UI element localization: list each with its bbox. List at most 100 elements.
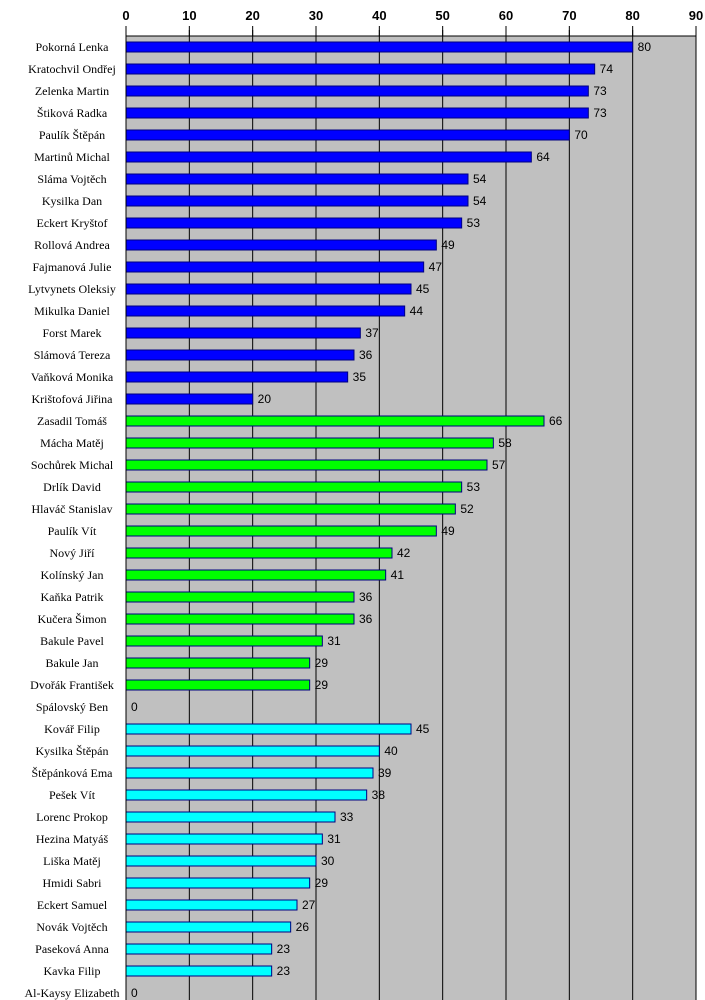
bar: [125, 393, 254, 405]
data-label: 80: [638, 40, 652, 54]
category-label: Rollová Andrea: [34, 238, 110, 252]
bar: [125, 877, 311, 889]
data-label: 49: [441, 238, 455, 252]
bar: [125, 767, 374, 779]
bar: [125, 899, 298, 911]
category-label: Hezina Matyáš: [36, 832, 109, 846]
category-label: Hmidi Sabri: [43, 876, 103, 890]
category-label: Liška Matěj: [43, 854, 101, 868]
category-label: Kysilka Dan: [42, 194, 102, 208]
data-label: 31: [327, 832, 341, 846]
category-label: Vaňková Monika: [31, 370, 114, 384]
category-label: Kolínský Jan: [41, 568, 104, 582]
bar: [125, 261, 425, 273]
category-label: Krištofová Jiřina: [32, 392, 114, 406]
category-label: Mikulka Daniel: [34, 304, 110, 318]
category-label: Slámová Tereza: [34, 348, 111, 362]
data-label: 45: [416, 282, 430, 296]
data-label: 29: [315, 678, 329, 692]
x-tick-label: 20: [245, 8, 259, 23]
category-label: Spálovský Ben: [36, 700, 108, 714]
data-label: 73: [593, 106, 607, 120]
data-label: 35: [353, 370, 367, 384]
bar: [125, 85, 589, 97]
bar: [125, 745, 380, 757]
bar: [125, 349, 355, 361]
data-label: 49: [441, 524, 455, 538]
data-label: 36: [359, 590, 373, 604]
data-label: 64: [536, 150, 550, 164]
bar: [125, 635, 323, 647]
data-label: 36: [359, 612, 373, 626]
data-label: 44: [410, 304, 424, 318]
category-label: Štěpánková Ema: [32, 766, 114, 780]
category-label: Kratochvil Ondřej: [28, 62, 116, 76]
data-label: 41: [391, 568, 405, 582]
x-tick-label: 90: [689, 8, 703, 23]
category-label: Zasadil Tomáš: [37, 414, 107, 428]
data-label: 73: [593, 84, 607, 98]
data-label: 27: [302, 898, 316, 912]
bar: [125, 723, 412, 735]
category-label: Pešek Vít: [49, 788, 96, 802]
category-label: Pokorná Lenka: [36, 40, 110, 54]
data-label: 52: [460, 502, 474, 516]
category-label: Kavka Filip: [44, 964, 101, 978]
x-tick-label: 30: [309, 8, 323, 23]
data-label: 26: [296, 920, 310, 934]
bar: [125, 41, 634, 53]
bar: [125, 965, 273, 977]
data-label: 31: [327, 634, 341, 648]
bar: [125, 239, 437, 251]
category-label: Paulík Vít: [48, 524, 97, 538]
data-label: 30: [321, 854, 335, 868]
category-label: Kučera Šimon: [38, 612, 107, 626]
data-label: 66: [549, 414, 563, 428]
bar: [125, 547, 393, 559]
bar: [125, 63, 596, 75]
data-label: 23: [277, 964, 291, 978]
category-label: Dvořák František: [30, 678, 114, 692]
bar: [125, 371, 349, 383]
category-label: Drlík David: [43, 480, 101, 494]
data-label: 70: [574, 128, 588, 142]
data-label: 53: [467, 480, 481, 494]
category-label: Kaňka Patrik: [41, 590, 104, 604]
bar: [125, 305, 406, 317]
category-label: Fajmanová Julie: [33, 260, 112, 274]
category-label: Lytvynets Oleksiy: [28, 282, 116, 296]
category-label: Eckert Kryštof: [37, 216, 108, 230]
data-label: 0: [131, 986, 138, 1000]
category-label: Sochůrek Michal: [31, 458, 114, 472]
bar: [125, 437, 494, 449]
data-label: 47: [429, 260, 443, 274]
category-label: Paseková Anna: [35, 942, 109, 956]
data-label: 29: [315, 656, 329, 670]
data-label: 38: [372, 788, 386, 802]
data-label: 45: [416, 722, 430, 736]
category-label: Novák Vojtěch: [36, 920, 107, 934]
category-label: Eckert Samuel: [37, 898, 108, 912]
bar: [125, 173, 469, 185]
category-label: Mácha Matěj: [40, 436, 104, 450]
category-label: Bakule Pavel: [40, 634, 104, 648]
data-label: 42: [397, 546, 411, 560]
bar: [125, 613, 355, 625]
bar: [125, 415, 545, 427]
data-label: 74: [600, 62, 614, 76]
data-label: 58: [498, 436, 512, 450]
bar: [125, 921, 292, 933]
data-label: 37: [365, 326, 379, 340]
bar: [125, 657, 311, 669]
bar: [125, 591, 355, 603]
category-label: Sláma Vojtěch: [37, 172, 106, 186]
bar: [125, 503, 456, 515]
bar: [125, 855, 317, 867]
data-label: 23: [277, 942, 291, 956]
x-tick-label: 60: [499, 8, 513, 23]
bar: [125, 569, 387, 581]
bar: [125, 195, 469, 207]
category-label: Forst Marek: [43, 326, 102, 340]
x-tick-label: 70: [562, 8, 576, 23]
